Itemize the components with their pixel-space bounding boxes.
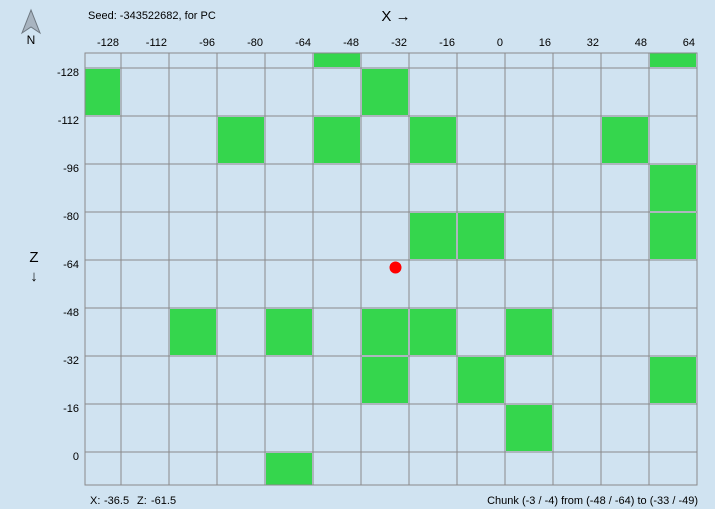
z-tick-label: -112 xyxy=(58,115,79,127)
slime-chunk xyxy=(458,213,504,259)
z-tick-label: -16 xyxy=(63,403,79,415)
player-position xyxy=(389,261,402,274)
footer-z: -61.5 xyxy=(151,495,176,507)
slime-chunk xyxy=(362,357,408,403)
x-tick-label: 48 xyxy=(635,37,647,49)
z-axis-label: Z xyxy=(29,249,38,266)
slime-chunk xyxy=(170,309,216,355)
compass: N xyxy=(20,8,42,47)
x-tick-label: 0 xyxy=(497,37,503,49)
z-tick-label: -128 xyxy=(57,67,79,79)
slime-chunk xyxy=(218,117,264,163)
slime-chunk xyxy=(506,309,552,355)
x-axis-label: X → xyxy=(381,8,410,25)
compass-arrow xyxy=(20,8,42,35)
footer-x-label: X: xyxy=(90,495,100,507)
slime-chunk xyxy=(362,309,408,355)
seed: Seed: -343522682, for PC xyxy=(88,10,216,22)
x-tick-label: -64 xyxy=(295,37,311,49)
map: -128 -112 -96 -80 -64 -48 -32 -16 0 16 32 48 64 -128 -… xyxy=(57,37,698,486)
x-tick-label: -80 xyxy=(247,37,263,49)
z-tick-label: -32 xyxy=(63,355,79,367)
slime-chunk xyxy=(410,309,456,355)
slime-chunk xyxy=(650,357,696,403)
slime-chunk xyxy=(314,53,360,67)
slime-chunk xyxy=(410,213,456,259)
slime-chunk xyxy=(362,69,408,115)
slime-chunk xyxy=(650,53,696,67)
footer-z-label: Z: xyxy=(137,495,147,507)
compass-label: N xyxy=(27,33,36,47)
z-tick-label: -80 xyxy=(63,211,79,223)
x-tick-label: 64 xyxy=(683,37,695,49)
x-tick-label: -96 xyxy=(199,37,215,49)
z-tick-label: 0 xyxy=(73,451,79,463)
slime-chunk xyxy=(458,357,504,403)
slime-chunk xyxy=(650,165,696,211)
slime-chunk xyxy=(410,117,456,163)
x-tick-label: -48 xyxy=(343,37,359,49)
x-tick-label: -128 xyxy=(97,37,119,49)
z-tick-label: -48 xyxy=(63,307,79,319)
slime-chunk xyxy=(650,213,696,259)
x-tick-label: 32 xyxy=(587,37,599,49)
z-axis-arrow: ↓ xyxy=(30,268,38,285)
slime-chunk xyxy=(266,309,312,355)
z-tick-label: -96 xyxy=(63,163,79,175)
x-tick-label: 16 xyxy=(539,37,551,49)
footer-x: -36.5 xyxy=(104,495,129,507)
slime-chunk xyxy=(314,117,360,163)
slime-chunk xyxy=(506,405,552,451)
slime-chunk xyxy=(266,453,312,485)
slime-chunks xyxy=(85,53,696,485)
slime-chunk xyxy=(602,117,648,163)
x-tick-label: -32 xyxy=(391,37,407,49)
z-tick-label: -64 xyxy=(63,259,79,271)
chunk-info: Chunk (-3 / -4) from (-48 / -64) to (-33… xyxy=(487,495,698,507)
slime-chunk xyxy=(85,69,120,115)
x-tick-label: -112 xyxy=(146,37,167,49)
x-tick-label: -16 xyxy=(439,37,455,49)
